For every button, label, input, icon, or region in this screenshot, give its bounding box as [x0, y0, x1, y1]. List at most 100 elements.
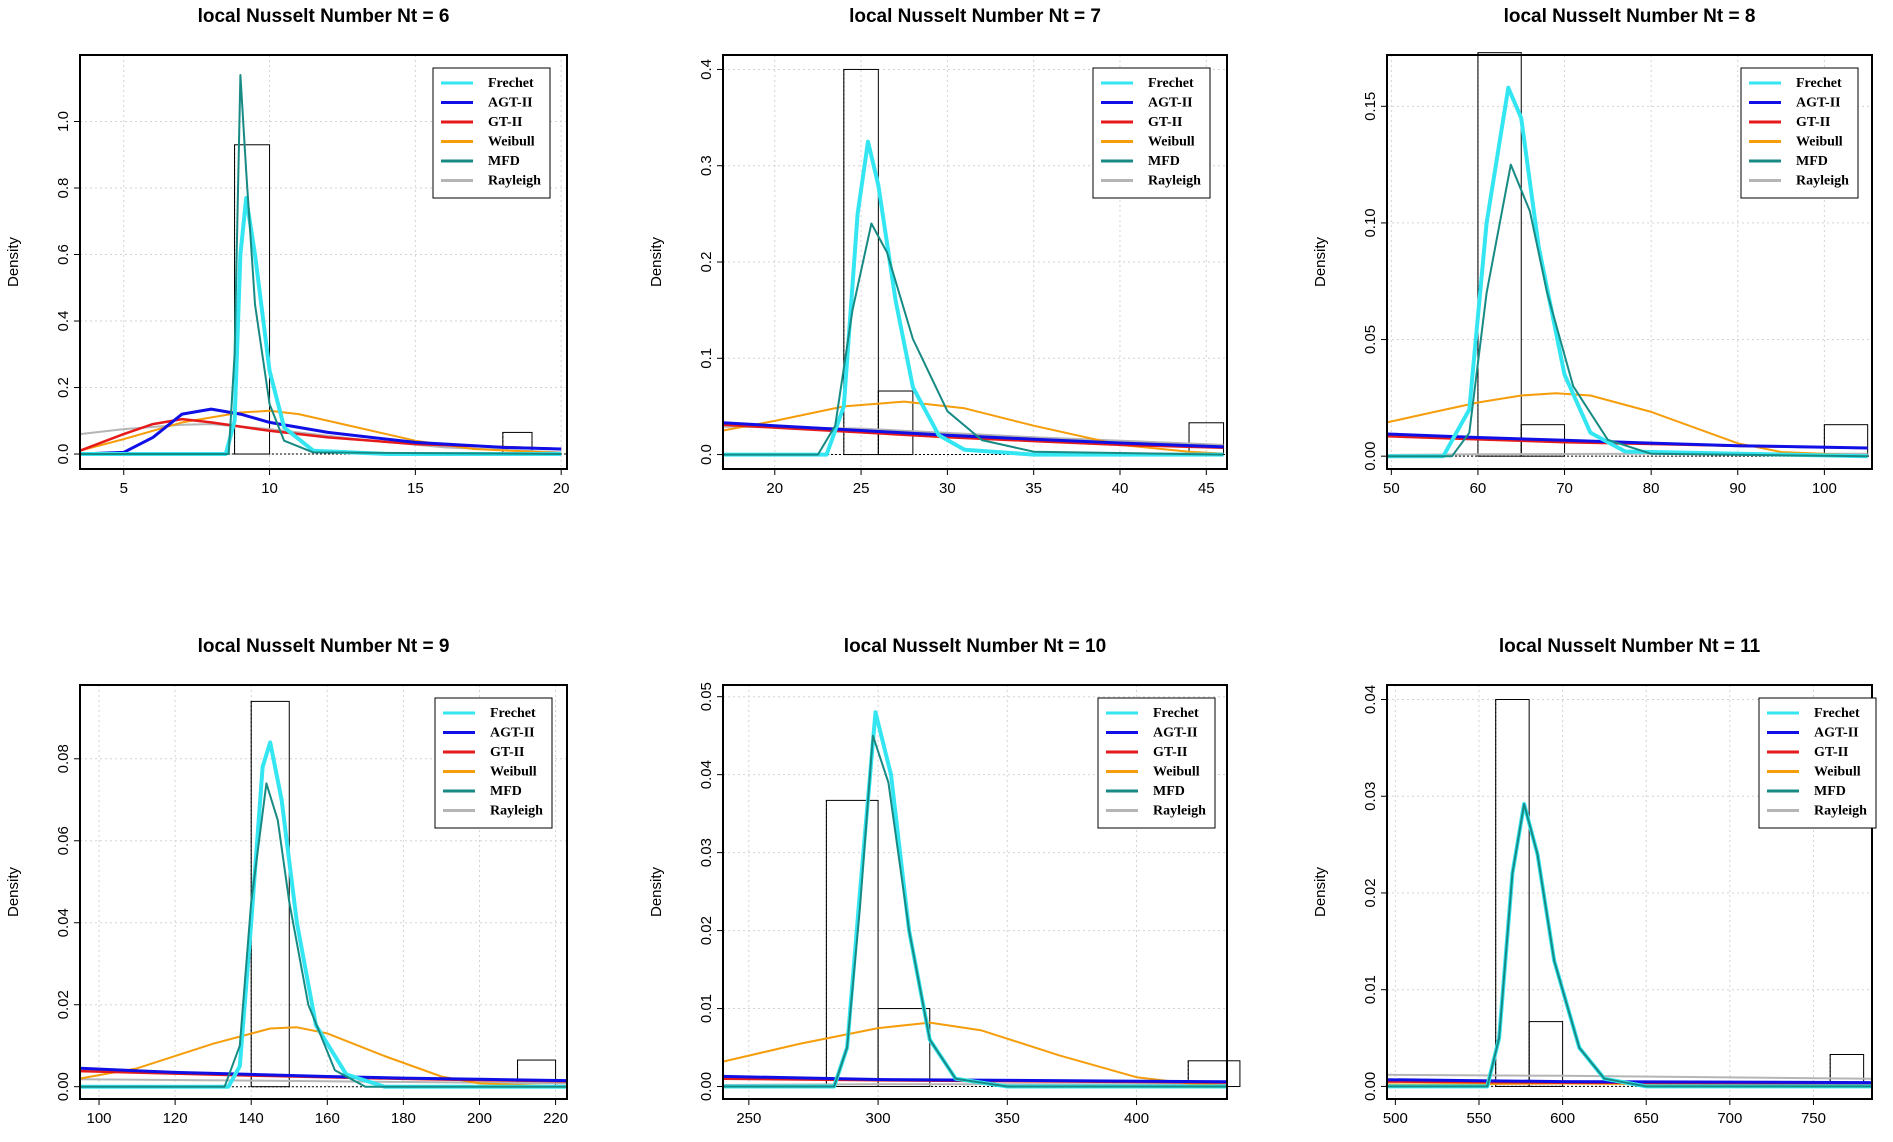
x-tick-label: 25 — [853, 480, 870, 497]
legend-label-weibull: Weibull — [488, 135, 535, 150]
x-tick-label: 750 — [1801, 1110, 1826, 1127]
chart-panel-2: local Nusselt Number Nt = 7 20 25 30 35 40 45 0… — [648, 6, 1228, 497]
legend-label-agt-ii: AGT-II — [1153, 726, 1198, 741]
legend-box — [1092, 67, 1211, 199]
chart-title: local Nusselt Number Nt = 7 — [849, 6, 1101, 27]
legend: Frechet AGT-II GT-II Weibull MFD Rayleigh — [1092, 67, 1211, 199]
density-curve-frechet — [1387, 85, 1868, 459]
chart-title: local Nusselt Number Nt = 10 — [844, 636, 1106, 657]
chart-title: local Nusselt Number Nt = 9 — [198, 636, 450, 657]
plot-frame — [1386, 54, 1873, 470]
legend-label-mfd: MFD — [1153, 784, 1185, 799]
plot-frame — [1386, 684, 1873, 1100]
x-tick-label: 500 — [1383, 1110, 1408, 1127]
legend-label-weibull: Weibull — [490, 765, 537, 780]
density-curve-rayleigh — [1386, 1073, 1873, 1080]
legend-label-agt-ii: AGT-II — [488, 96, 533, 111]
chart-title: local Nusselt Number Nt = 11 — [1499, 636, 1761, 657]
density-curve-agt-ii — [79, 407, 562, 456]
x-tick-label: 80 — [1643, 480, 1660, 497]
y-tick-label: 0.00 — [55, 1072, 72, 1101]
x-tick-label: 120 — [163, 1110, 188, 1127]
x-tick-label: 90 — [1729, 480, 1746, 497]
density-curve-agt-ii — [79, 1066, 568, 1083]
y-tick-label: 0.6 — [55, 244, 72, 265]
density-curve-weibull — [722, 1021, 1228, 1087]
legend-label-gt-ii: GT-II — [1153, 745, 1188, 760]
legend-label-mfd: MFD — [488, 154, 520, 169]
y-axis-title: Density — [5, 236, 22, 287]
x-tick-label: 550 — [1466, 1110, 1491, 1127]
legend-label-frechet: Frechet — [1796, 76, 1842, 91]
density-curve-rayleigh — [79, 1078, 568, 1085]
x-tick-label: 35 — [1025, 480, 1042, 497]
legend-label-agt-ii: AGT-II — [1148, 96, 1193, 111]
legend-label-weibull: Weibull — [1153, 765, 1200, 780]
y-tick-label: 0.4 — [698, 59, 715, 80]
legend-label-rayleigh: Rayleigh — [490, 804, 543, 819]
legend-label-rayleigh: Rayleigh — [1814, 804, 1867, 819]
y-axis-title: Density — [5, 866, 22, 917]
legend-box — [434, 697, 553, 829]
x-tick-label: 350 — [995, 1110, 1020, 1127]
chart-panel-4: local Nusselt Number Nt = 9 100 120 140 160 1… — [5, 636, 568, 1127]
x-tick-label: 300 — [866, 1110, 891, 1127]
x-tick-label: 10 — [261, 480, 278, 497]
chart-panel-5: local Nusselt Number Nt = 10 250 300 350 400… — [648, 636, 1241, 1127]
legend-label-weibull: Weibull — [1814, 765, 1861, 780]
y-tick-label: 0.02 — [55, 990, 72, 1019]
legend: Frechet AGT-II GT-II Weibull MFD Rayleigh — [434, 697, 553, 829]
legend-label-gt-ii: GT-II — [1814, 745, 1849, 760]
legend: Frechet AGT-II GT-II Weibull MFD Rayleigh — [1758, 697, 1877, 829]
y-tick-label: 0.08 — [55, 744, 72, 773]
histogram-bar — [1188, 422, 1225, 456]
y-tick-label: 0.3 — [698, 155, 715, 176]
legend-label-frechet: Frechet — [490, 706, 536, 721]
density-curve-agt-ii — [722, 421, 1224, 449]
legend-label-rayleigh: Rayleigh — [1148, 174, 1201, 189]
legend-label-weibull: Weibull — [1148, 135, 1195, 150]
x-tick-label: 50 — [1383, 480, 1400, 497]
x-tick-label: 140 — [239, 1110, 264, 1127]
y-tick-label: 0.06 — [55, 826, 72, 855]
y-tick-label: 0.02 — [698, 916, 715, 945]
x-tick-label: 200 — [467, 1110, 492, 1127]
legend: Frechet AGT-II GT-II Weibull MFD Rayleigh — [1740, 67, 1859, 199]
density-curve-frechet — [80, 196, 562, 456]
chart-title: local Nusselt Number Nt = 6 — [198, 6, 450, 27]
histogram-bar — [877, 1008, 931, 1088]
density-curve-mfd — [1387, 803, 1872, 1088]
legend-label-gt-ii: GT-II — [488, 115, 523, 130]
legend: Frechet AGT-II GT-II Weibull MFD Rayleigh — [1097, 697, 1216, 829]
y-axis-title: Density — [648, 236, 665, 287]
y-tick-label: 0.04 — [1362, 685, 1379, 714]
x-tick-label: 650 — [1634, 1110, 1659, 1127]
legend-box — [1740, 67, 1859, 199]
legend-label-weibull: Weibull — [1796, 135, 1843, 150]
y-tick-label: 0.04 — [698, 760, 715, 789]
x-tick-label: 160 — [315, 1110, 340, 1127]
legend-label-mfd: MFD — [1148, 154, 1180, 169]
x-tick-label: 220 — [543, 1110, 568, 1127]
legend-box — [432, 67, 551, 199]
density-curve-gt-ii — [722, 423, 1224, 450]
y-tick-label: 0.03 — [1362, 782, 1379, 811]
legend-label-mfd: MFD — [1796, 154, 1828, 169]
histogram-bar — [1823, 424, 1869, 457]
density-curve-frechet — [1387, 802, 1872, 1089]
y-tick-label: 0.2 — [55, 377, 72, 398]
histogram-bar — [825, 799, 879, 1088]
y-tick-label: 0.00 — [1362, 442, 1379, 471]
y-tick-label: 1.0 — [55, 111, 72, 132]
plot-frame — [79, 684, 568, 1100]
y-axis-title: Density — [1312, 236, 1329, 287]
histogram-bar — [877, 390, 914, 456]
x-tick-label: 250 — [736, 1110, 761, 1127]
density-curve-mfd — [80, 74, 562, 455]
y-tick-label: 0.02 — [1362, 878, 1379, 907]
y-tick-label: 0.05 — [1362, 325, 1379, 354]
legend-label-frechet: Frechet — [1148, 76, 1194, 91]
density-curve-mfd — [723, 222, 1224, 456]
legend-box — [1758, 697, 1877, 829]
x-tick-label: 180 — [391, 1110, 416, 1127]
